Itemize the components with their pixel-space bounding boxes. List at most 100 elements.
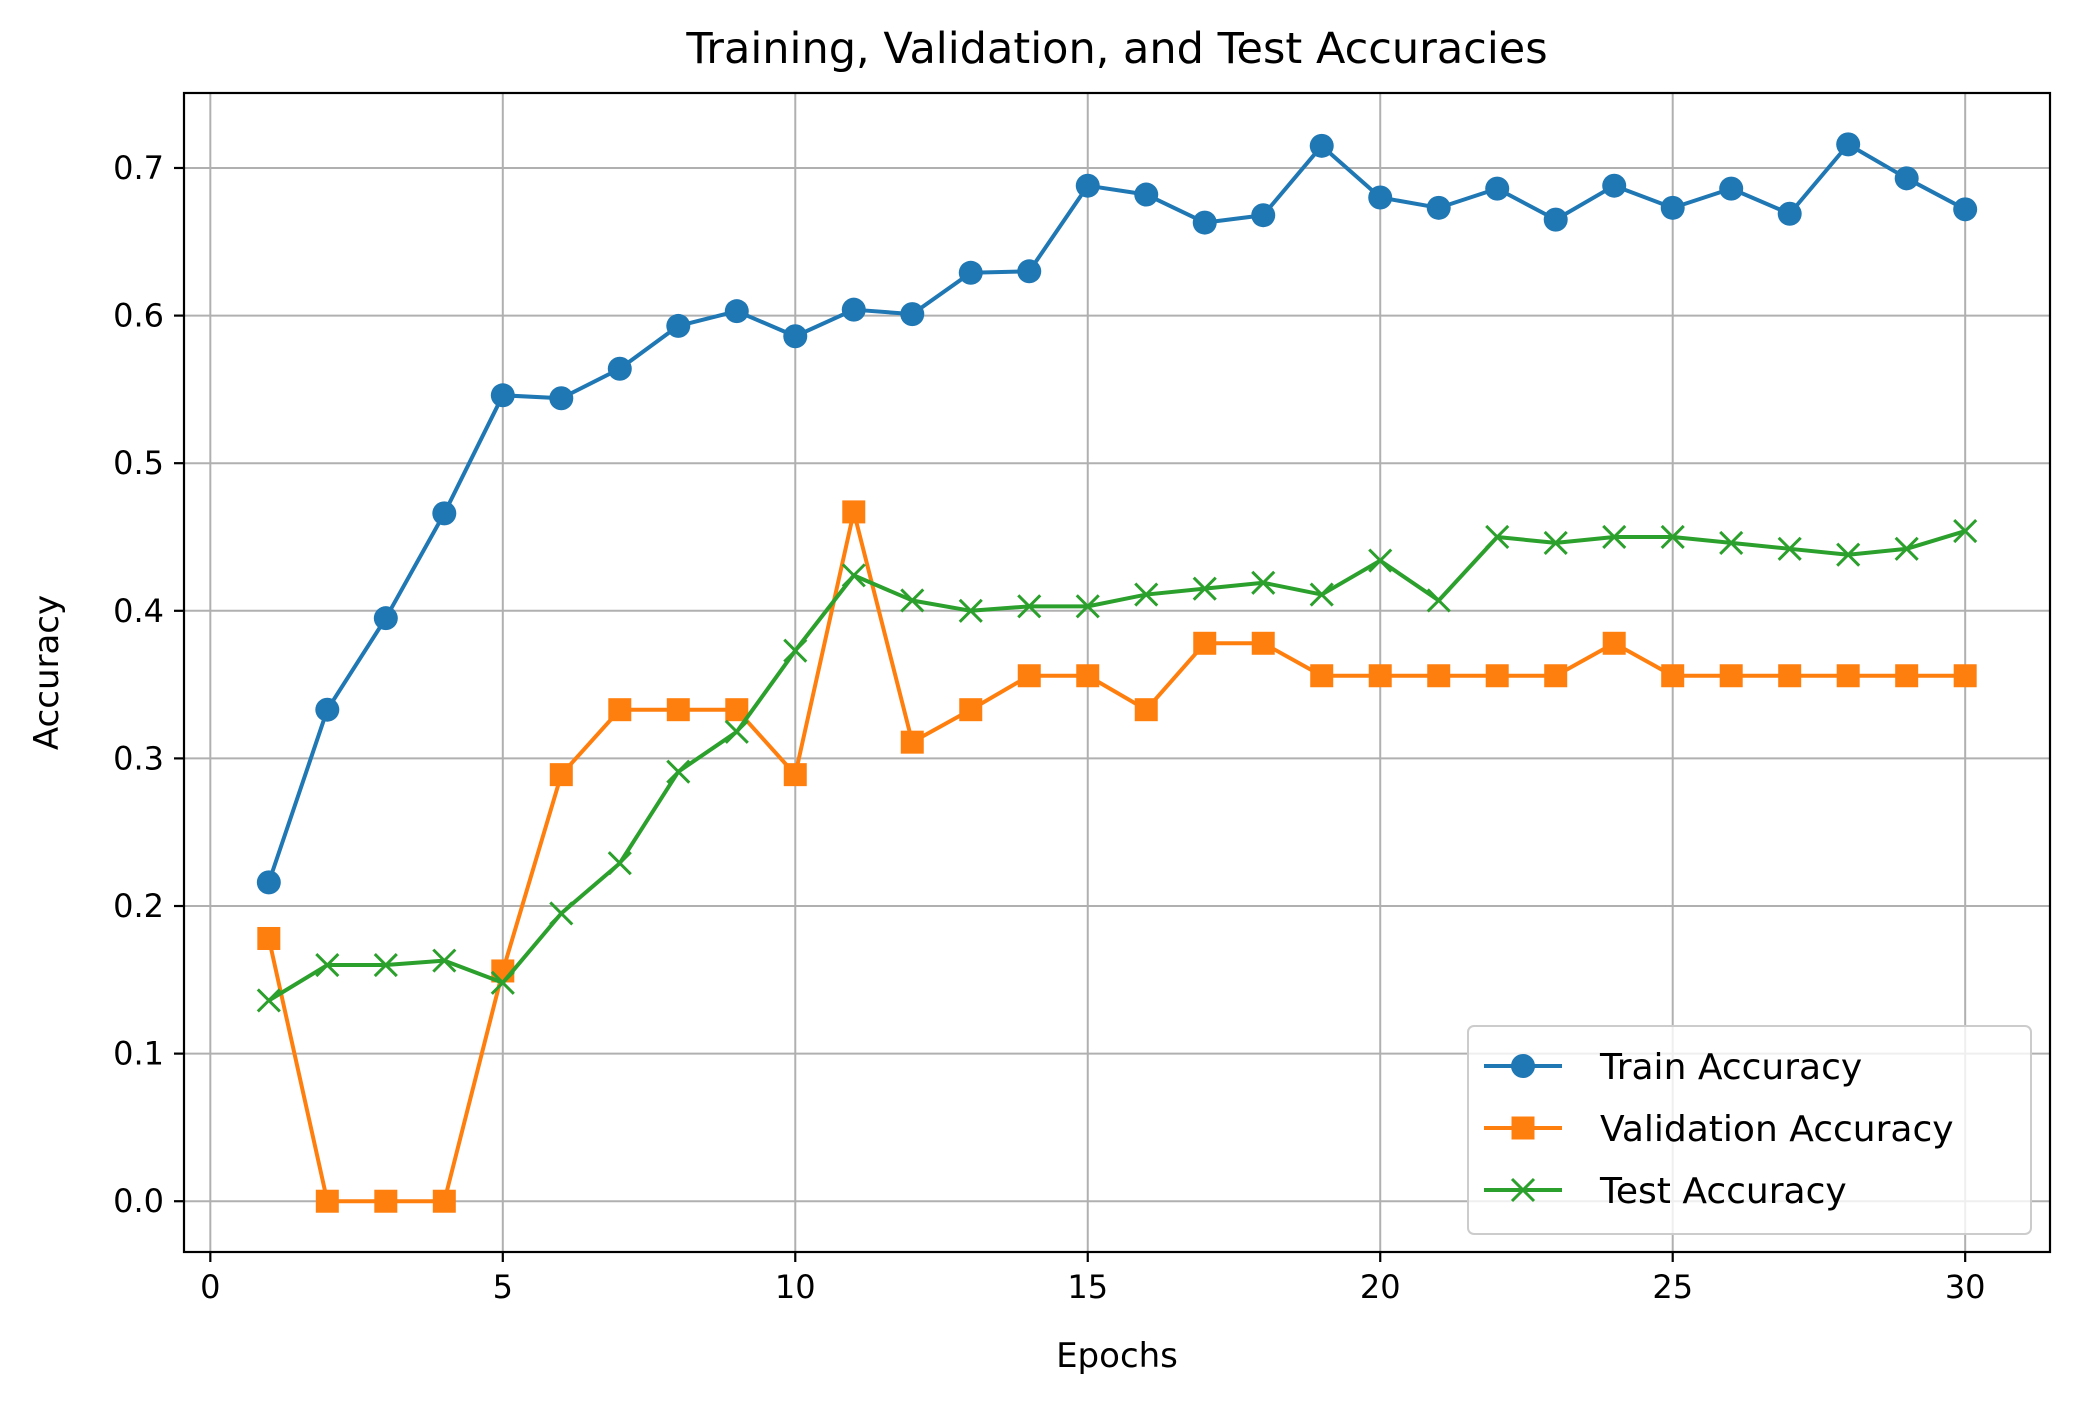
data-point-train-accuracy: [549, 386, 574, 411]
legend-entry-test-accuracy: Test Accuracy: [1484, 1171, 1847, 1212]
y-tick-label: 0.7: [113, 149, 164, 187]
data-point-validation-accuracy: [374, 1189, 398, 1213]
data-point-validation-accuracy: [725, 698, 749, 722]
data-point-train-accuracy: [1543, 207, 1568, 232]
y-tick-label: 0.3: [113, 739, 164, 777]
ticks: 0 5 10 15 20 25 30 0.0 0.1 0.2 0.3 0.4 0.5 0.6 0.7: [113, 149, 1985, 1306]
data-point-test-accuracy: [549, 901, 574, 926]
chart-title: Training, Validation, and Test Accuracie…: [685, 24, 1547, 74]
legend: Train Accuracy Validation Accuracy Test Ac…: [1467, 1025, 2032, 1235]
data-point-train-accuracy: [1309, 133, 1334, 158]
data-point-test-accuracy: [1894, 536, 1919, 561]
x-tick-label: 30: [1945, 1268, 1986, 1306]
data-point-train-accuracy: [666, 313, 691, 338]
data-point-validation-accuracy: [1427, 664, 1451, 688]
data-point-validation-accuracy: [1251, 631, 1275, 655]
data-point-train-accuracy: [1251, 203, 1276, 228]
legend-entry-train-accuracy: Train Accuracy: [1484, 1047, 1862, 1088]
data-point-validation-accuracy: [1134, 698, 1158, 722]
data-point-validation-accuracy: [1310, 664, 1334, 688]
data-point-train-accuracy: [607, 356, 632, 381]
x-tick-label: 25: [1652, 1268, 1693, 1306]
data-point-test-accuracy: [373, 952, 398, 978]
data-point-validation-accuracy: [1602, 631, 1626, 655]
plot-frame: [182, 91, 2052, 1254]
data-point-test-accuracy: [1836, 542, 1861, 567]
data-point-test-accuracy: [958, 598, 983, 623]
legend-label: Train Accuracy: [1599, 1047, 1862, 1088]
data-point-train-accuracy: [1777, 201, 1802, 226]
data-point-train-accuracy: [315, 697, 340, 722]
data-point-train-accuracy: [490, 383, 515, 408]
data-point-train-accuracy: [1017, 259, 1042, 284]
legend-marker: [1510, 1177, 1536, 1203]
series-train-accuracy: [256, 132, 1978, 895]
data-point-test-accuracy: [783, 638, 808, 663]
data-point-validation-accuracy: [1485, 664, 1509, 688]
data-point-test-accuracy: [841, 563, 866, 588]
data-point-validation-accuracy: [1544, 664, 1568, 688]
data-point-validation-accuracy: [1895, 664, 1919, 688]
x-tick-label: 0: [200, 1268, 220, 1306]
y-tick-label: 0.4: [113, 592, 164, 630]
y-tick-label: 0.6: [113, 297, 164, 335]
data-point-validation-accuracy: [1953, 664, 1977, 688]
data-point-test-accuracy: [1602, 524, 1627, 550]
data-point-validation-accuracy: [959, 698, 983, 722]
x-tick-label: 20: [1360, 1268, 1401, 1306]
series-layer: [256, 132, 1978, 1213]
data-point-validation-accuracy: [1193, 631, 1217, 655]
data-point-test-accuracy: [1953, 519, 1978, 544]
legend-marker: [1511, 1116, 1535, 1140]
data-point-validation-accuracy: [900, 730, 924, 754]
data-point-train-accuracy: [1836, 132, 1861, 157]
data-point-test-accuracy: [1660, 524, 1685, 550]
data-point-test-accuracy: [1777, 536, 1802, 561]
data-point-test-accuracy: [666, 759, 691, 784]
data-point-validation-accuracy: [783, 763, 807, 787]
data-point-train-accuracy: [724, 299, 749, 324]
data-point-train-accuracy: [1953, 197, 1978, 222]
data-point-validation-accuracy: [1076, 664, 1100, 688]
legend-marker: [1511, 1054, 1535, 1078]
data-point-validation-accuracy: [666, 698, 690, 722]
data-point-train-accuracy: [1660, 195, 1685, 220]
y-tick-label: 0.0: [113, 1182, 164, 1220]
data-point-test-accuracy: [1251, 570, 1276, 595]
data-point-test-accuracy: [1134, 582, 1159, 607]
data-point-train-accuracy: [373, 606, 398, 631]
data-point-validation-accuracy: [608, 698, 632, 722]
y-axis-label: Accuracy: [27, 595, 67, 750]
data-point-test-accuracy: [1075, 594, 1100, 619]
data-point-validation-accuracy: [1778, 664, 1802, 688]
data-point-validation-accuracy: [432, 1189, 456, 1213]
data-point-test-accuracy: [1719, 530, 1744, 555]
data-point-test-accuracy: [607, 851, 632, 876]
legend-entries: Train Accuracy Validation Accuracy Test Ac…: [1484, 1047, 1954, 1212]
legend-label: Validation Accuracy: [1600, 1109, 1954, 1150]
data-point-train-accuracy: [1719, 176, 1744, 201]
data-point-validation-accuracy: [1836, 664, 1860, 688]
data-point-test-accuracy: [1426, 588, 1451, 613]
data-point-validation-accuracy: [257, 926, 281, 950]
data-point-train-accuracy: [1602, 173, 1627, 198]
data-point-test-accuracy: [1017, 594, 1042, 619]
x-tick-label: 15: [1067, 1268, 1108, 1306]
y-tick-label: 0.5: [113, 444, 164, 482]
legend-label: Test Accuracy: [1599, 1171, 1847, 1212]
x-axis-label: Epochs: [1056, 1336, 1178, 1376]
data-point-train-accuracy: [1368, 185, 1393, 210]
data-point-test-accuracy: [490, 970, 515, 995]
data-point-train-accuracy: [1192, 210, 1217, 235]
data-point-validation-accuracy: [1719, 664, 1743, 688]
series-validation-accuracy: [257, 500, 1977, 1213]
data-point-test-accuracy: [256, 988, 281, 1013]
data-point-validation-accuracy: [1368, 664, 1392, 688]
data-point-test-accuracy: [900, 588, 925, 613]
data-point-test-accuracy: [724, 719, 749, 744]
y-tick-label: 0.2: [113, 887, 164, 925]
data-point-test-accuracy: [1368, 548, 1393, 573]
data-point-train-accuracy: [1485, 176, 1510, 201]
data-point-train-accuracy: [900, 302, 925, 327]
